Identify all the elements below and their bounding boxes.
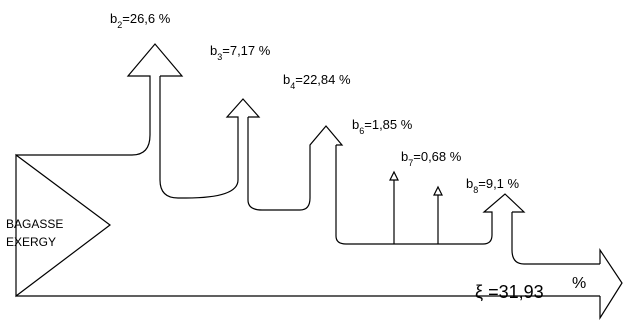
efficiency-label: ξ =31,93 (475, 283, 544, 301)
b8-branch-right (511, 212, 600, 265)
xi-symbol: ξ (475, 282, 484, 302)
loss-label-b4: b4=22,84 % (283, 72, 351, 91)
source-label-line1: BAGASSE (6, 217, 64, 231)
b2-branch-right (159, 76, 261, 199)
efficiency-value: =31,93 (488, 282, 544, 302)
b2-branch-left (16, 43, 184, 156)
loss-label-b7: b7=0,68 % (401, 149, 462, 168)
source-label-line2: EXERGY (6, 235, 57, 249)
loss-label-b2: b2=26,6 % (110, 11, 171, 30)
source-triangle (15, 153, 112, 298)
loss-label-b3: b3=7,17 % (210, 43, 271, 62)
loss-label-b6: b6=1,85 % (352, 117, 413, 136)
loss-label-b8: b8=9,1 % (466, 176, 520, 195)
b7-arrow-head (433, 185, 443, 196)
b4-branch-right (335, 145, 526, 245)
b6-arrow-head (389, 170, 399, 181)
b3-branch-right (247, 117, 344, 211)
output-arrow (599, 248, 623, 320)
efficiency-unit: % (572, 275, 587, 292)
